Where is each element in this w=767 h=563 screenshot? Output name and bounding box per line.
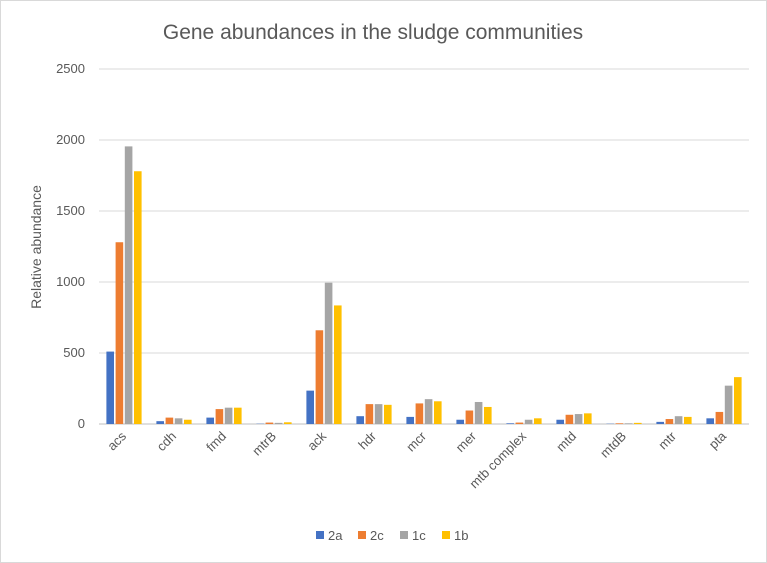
bar-1b-mtrB — [284, 422, 292, 424]
bar-2a-mer — [456, 419, 464, 424]
x-tick-label: mtd — [553, 429, 579, 455]
bar-2c-cdh — [165, 417, 174, 424]
bar-2a-mtd — [556, 419, 564, 424]
bar-1c-acs — [124, 146, 133, 424]
bar-1b-cdh — [184, 419, 192, 424]
bar-1c-mtrB — [274, 422, 283, 424]
bar-2c-acs — [115, 242, 124, 424]
y-tick-label: 0 — [78, 416, 85, 431]
x-tick-label: mtrB — [249, 429, 279, 459]
bar-1b-mtd — [584, 413, 592, 424]
x-tick-label: mcr — [403, 428, 429, 454]
bar-1c-pta — [724, 385, 733, 424]
x-tick-label: cdh — [154, 429, 179, 454]
bar-2c-hdr — [365, 404, 374, 424]
bar-1b-mtb-complex — [534, 418, 542, 424]
bars — [106, 146, 742, 424]
bar-1c-mer — [474, 401, 483, 424]
x-tick-label: fmd — [203, 429, 229, 455]
legend-swatch — [400, 531, 408, 539]
x-tick-label: mtdB — [597, 429, 629, 461]
bar-2a-mcr — [406, 416, 414, 424]
y-tick-label: 2500 — [56, 61, 85, 76]
legend-label: 2c — [370, 528, 384, 543]
legend: 2a 2c 1c 1b — [316, 528, 468, 543]
bar-2c-mcr — [415, 403, 424, 424]
bar-2c-mtdB — [615, 423, 624, 424]
bar-2c-ack — [315, 330, 324, 424]
bar-1b-mcr — [434, 401, 442, 424]
bar-1b-mtr — [684, 416, 692, 424]
bar-2a-fmd — [206, 417, 214, 424]
legend-swatch — [358, 531, 366, 539]
x-tick-label: mtr — [655, 428, 679, 452]
bar-1b-pta — [734, 377, 742, 424]
bar-2a-pta — [706, 418, 714, 424]
y-tick-label: 1500 — [56, 203, 85, 218]
bar-2c-mtrB — [265, 422, 274, 424]
legend-label: 2a — [328, 528, 343, 543]
bar-2c-mer — [465, 410, 474, 424]
bar-1c-fmd — [224, 407, 233, 424]
bar-1b-mer — [484, 406, 492, 424]
bar-2a-mtb-complex — [506, 423, 514, 424]
x-tick-label: mer — [453, 428, 480, 455]
bar-2c-pta — [715, 411, 724, 424]
bar-1b-fmd — [234, 407, 242, 424]
y-tick-label: 500 — [63, 345, 85, 360]
bar-2a-acs — [106, 351, 114, 424]
legend-swatch — [316, 531, 324, 539]
bar-1c-mtd — [574, 414, 583, 424]
x-tick-label: ack — [304, 428, 329, 453]
chart-title: Gene abundances in the sludge communitie… — [163, 21, 583, 44]
bar-2c-mtr — [665, 419, 674, 424]
bar-1c-mcr — [424, 399, 433, 424]
bar-2a-ack — [306, 390, 314, 424]
bar-2a-mtr — [656, 421, 664, 424]
bar-2c-fmd — [215, 409, 224, 424]
bar-1b-hdr — [384, 404, 392, 424]
bar-1c-ack — [324, 282, 333, 424]
y-axis-label: Relative abundance — [28, 185, 44, 309]
bar-2a-hdr — [356, 416, 364, 424]
legend-label: 1c — [412, 528, 426, 543]
x-tick-label: acs — [104, 428, 129, 453]
y-tick-label: 2000 — [56, 132, 85, 147]
bar-1c-mtb-complex — [524, 419, 533, 424]
bar-1c-cdh — [174, 418, 183, 424]
legend-swatch — [442, 531, 450, 539]
bar-1b-mtdB — [634, 422, 642, 424]
x-tick-label: pta — [706, 428, 730, 452]
bar-2a-cdh — [156, 421, 164, 424]
bar-2c-mtd — [565, 414, 574, 424]
bar-1b-acs — [134, 171, 142, 424]
gridlines — [99, 68, 749, 425]
bar-2c-mtb-complex — [515, 422, 524, 424]
bar-1c-hdr — [374, 404, 383, 424]
bar-1b-ack — [334, 305, 342, 424]
y-tick-label: 1000 — [56, 274, 85, 289]
bar-1c-mtdB — [624, 423, 633, 424]
x-tick-label: hdr — [355, 428, 379, 452]
y-axis-ticks: 0 500 1000 1500 2000 2500 — [56, 61, 85, 431]
legend-label: 1b — [454, 528, 468, 543]
bar-1c-mtr — [674, 416, 683, 424]
